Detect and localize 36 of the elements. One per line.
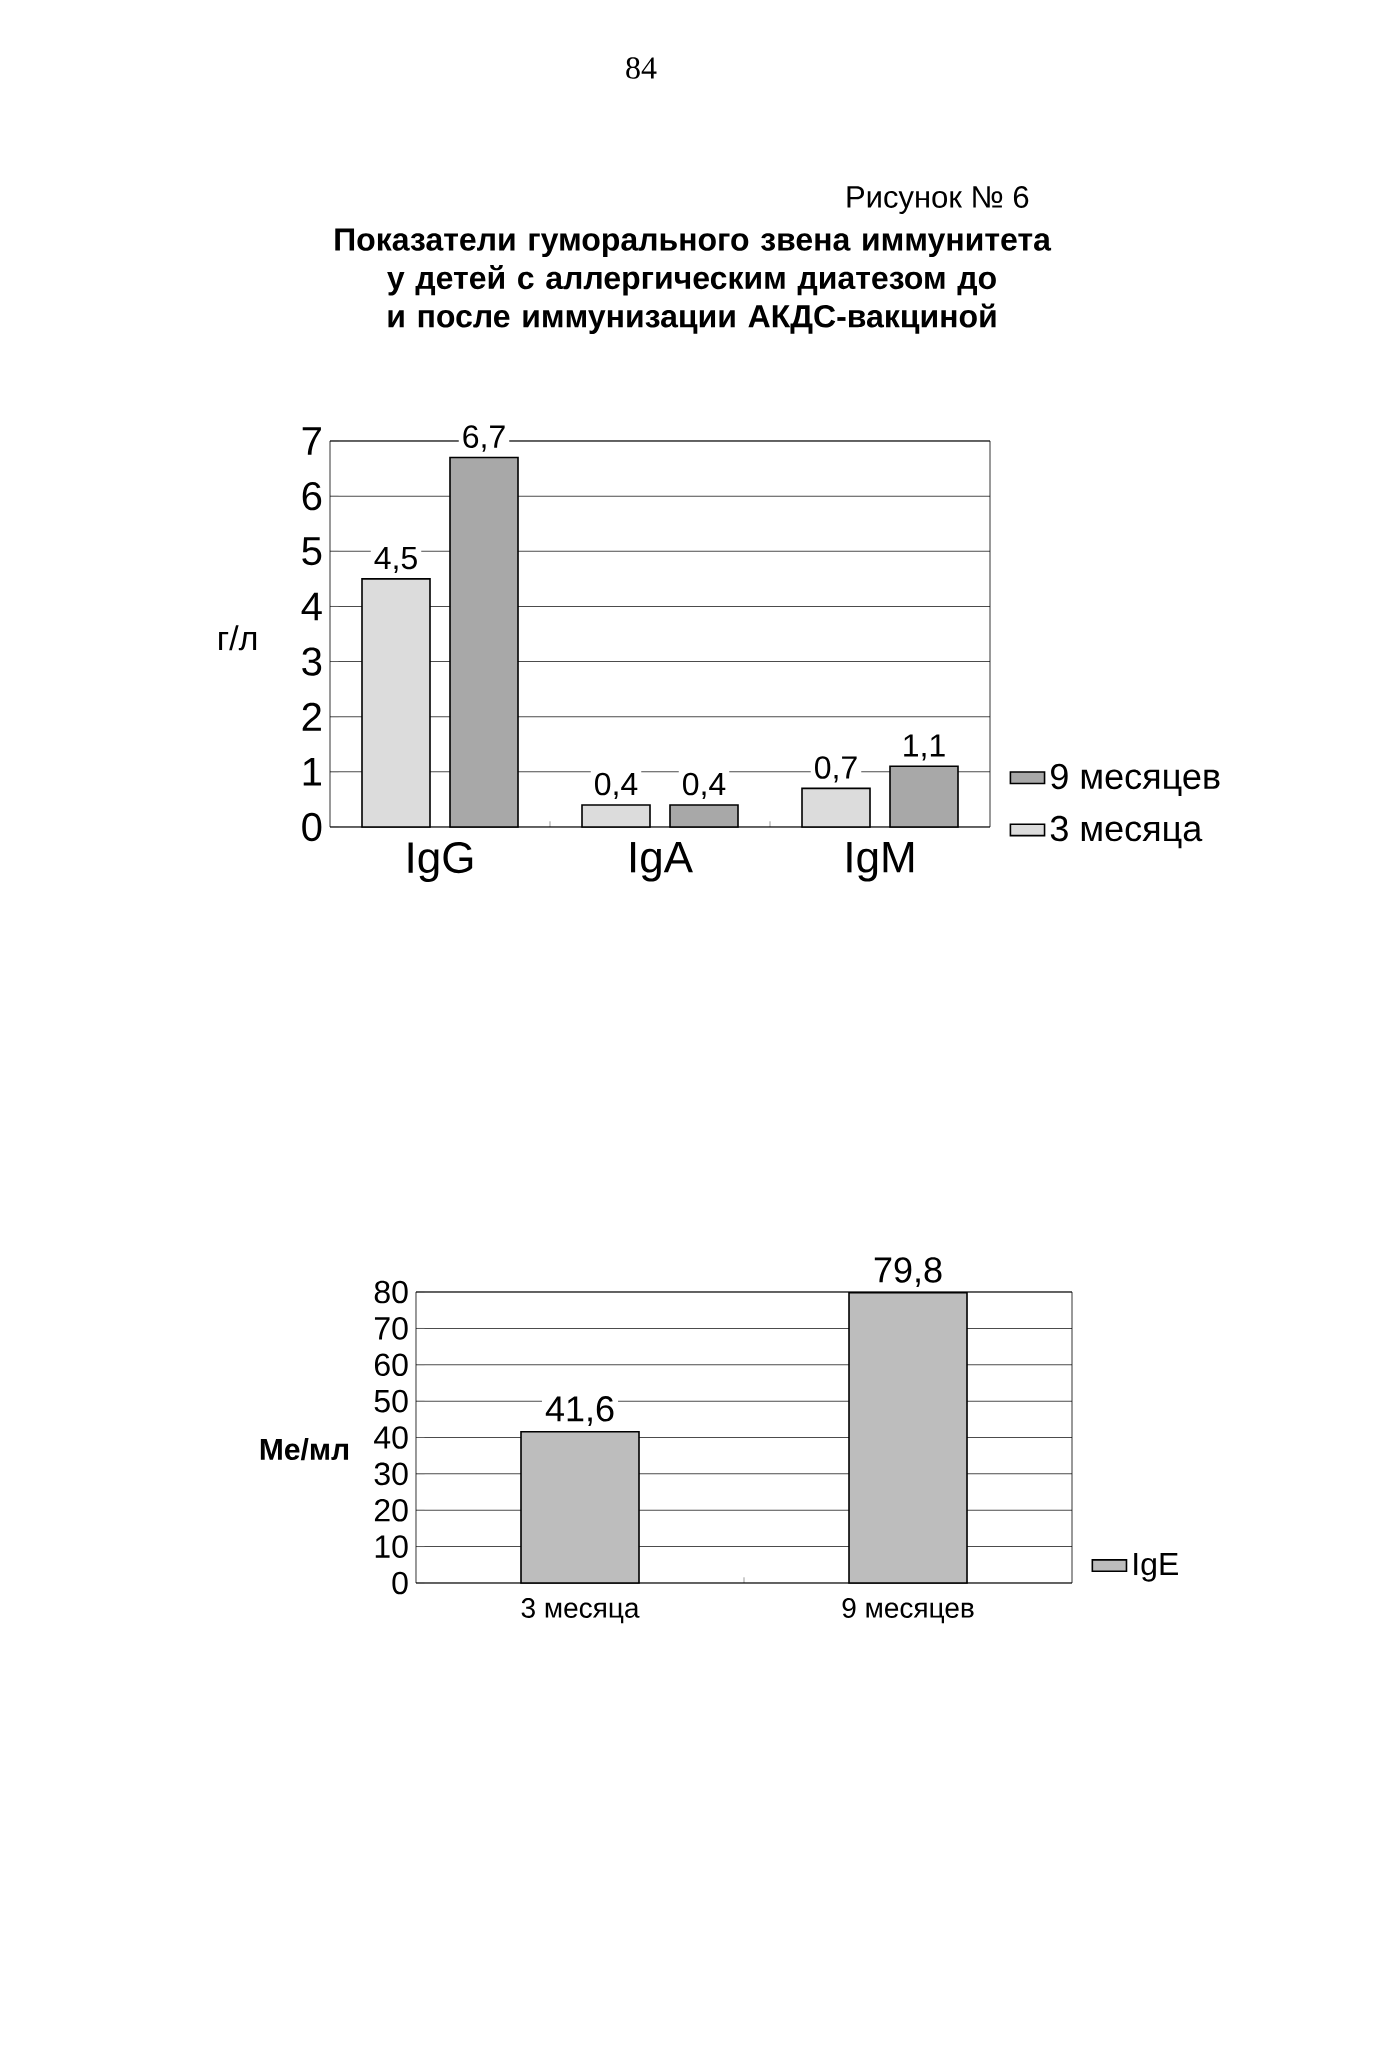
x-tick-label: IgM [847,842,914,882]
text: 84 [626,57,657,79]
text: Рисунок № 6 [847,185,1029,215]
y-tick-label: 50 [374,1389,408,1413]
data-label: 6,7 [463,425,505,452]
legend-label: IgE [1134,1553,1178,1582]
legend-label: 3 месяца [1050,815,1203,849]
chart-title: Показатели гуморального звена иммунитета у детей с аллергическим диатезом до и после иммунизации АКДС-вакциной [335,228,1052,334]
x-tick-label: IgG [408,842,473,882]
y-tick-label: 0 [302,812,322,842]
y-tick-label: 30 [374,1462,408,1486]
data-label: 41,6 [545,1396,614,1426]
data-label: 1,1 [904,734,945,761]
y-axis-title: г/л [219,625,257,651]
x-tick-label: IgA [631,842,693,882]
y-tick-label: 40 [374,1426,408,1449]
y-tick-label: 6 [302,481,322,511]
y-tick-label: 2 [302,702,321,731]
y-tick-label: 5 [302,537,322,566]
y-tick-label: 7 [302,427,321,455]
data-label: 0,4 [595,772,638,800]
y-tick-label: 10 [375,1535,408,1558]
y-tick-label: 20 [374,1498,408,1522]
y-tick-label: 80 [374,1280,408,1304]
data-label: 0,4 [683,772,726,800]
y-tick-label: 3 [302,647,322,676]
data-label: 79,8 [874,1257,942,1287]
y-tick-label: 70 [374,1317,408,1340]
y-tick-label: 60 [374,1353,408,1377]
legend-label: 9 месяцев [1051,763,1220,797]
data-label: 4,5 [374,546,417,574]
y-tick-label: 1 [303,758,321,786]
y-axis-title: Ме/мл [260,1437,349,1461]
data-label: 0,7 [815,756,857,783]
y-tick-label: 4 [301,592,322,621]
y-tick-label: 0 [392,1571,408,1595]
